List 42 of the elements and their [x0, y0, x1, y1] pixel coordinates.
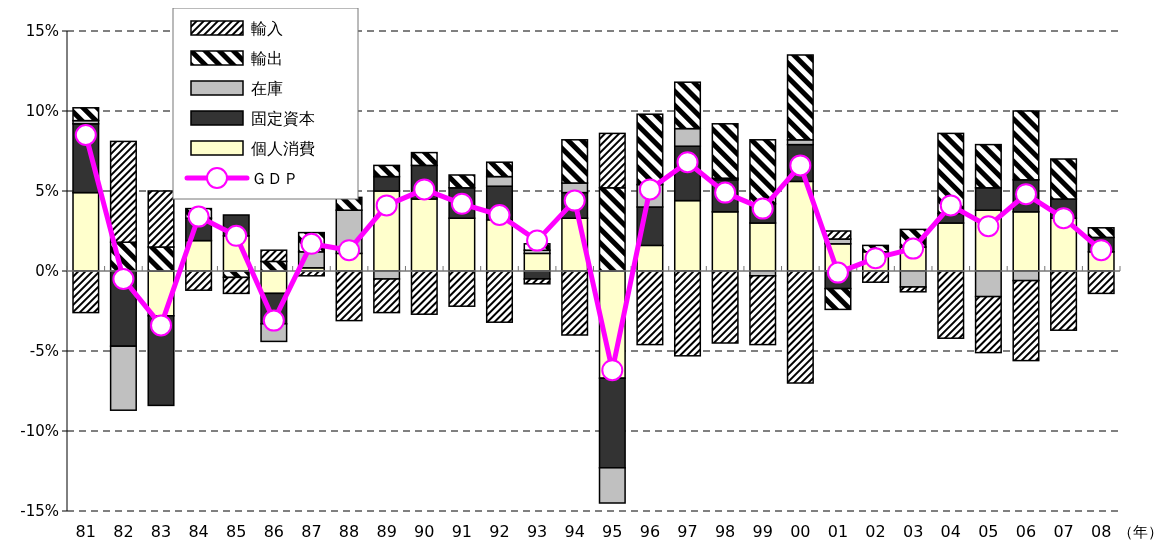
legend-label: 固定資本	[251, 108, 315, 128]
x-tick-label: 89	[376, 522, 397, 541]
x-tick-label: 94	[564, 522, 585, 541]
x-tick-label: 01	[827, 522, 849, 541]
x-tick-label: 03	[902, 522, 924, 541]
legend-label: 在庫	[251, 78, 283, 98]
x-tick-label: 84	[188, 522, 209, 541]
x-tick-label: 97	[677, 522, 698, 541]
x-tick-label: 06	[1015, 522, 1037, 541]
legend-label: 個人消費	[251, 138, 315, 158]
legend-label: 輸出	[251, 48, 283, 68]
y-tick-label: 10%	[25, 102, 59, 121]
y-tick-label: 5%	[35, 182, 59, 201]
x-tick-label: 96	[639, 522, 661, 541]
x-tick-label: 83	[150, 522, 172, 541]
x-tick-label: 88	[338, 522, 360, 541]
y-tick-label: -15%	[20, 502, 59, 521]
x-tick-label: 99	[752, 522, 773, 541]
x-tick-label: 85	[226, 522, 247, 541]
x-tick-label: 02	[865, 522, 886, 541]
x-axis-title: （年）	[1118, 523, 1163, 541]
x-tick-label: 92	[489, 522, 510, 541]
y-tick-label: -10%	[20, 422, 59, 441]
x-tick-label: 87	[301, 522, 322, 541]
x-tick-label: 04	[940, 522, 961, 541]
legend-label: ＧＤＰ	[251, 168, 299, 188]
x-tick-label: 93	[526, 522, 548, 541]
x-tick-label: 98	[714, 522, 736, 541]
x-tick-label: 05	[978, 522, 999, 541]
x-tick-label: 81	[75, 522, 96, 541]
x-tick-label: 91	[451, 522, 473, 541]
x-tick-label: 86	[263, 522, 285, 541]
x-tick-label: 90	[414, 522, 435, 541]
x-tick-label: 00	[790, 522, 811, 541]
legend-label: 輸入	[251, 18, 283, 38]
y-tick-label: 0%	[35, 262, 59, 281]
y-tick-label: -5%	[29, 342, 59, 361]
x-tick-label: 82	[113, 522, 134, 541]
y-tick-label: 15%	[25, 22, 59, 41]
x-tick-label: 08	[1091, 522, 1112, 541]
x-tick-label: 07	[1053, 522, 1074, 541]
x-tick-label: 95	[602, 522, 623, 541]
